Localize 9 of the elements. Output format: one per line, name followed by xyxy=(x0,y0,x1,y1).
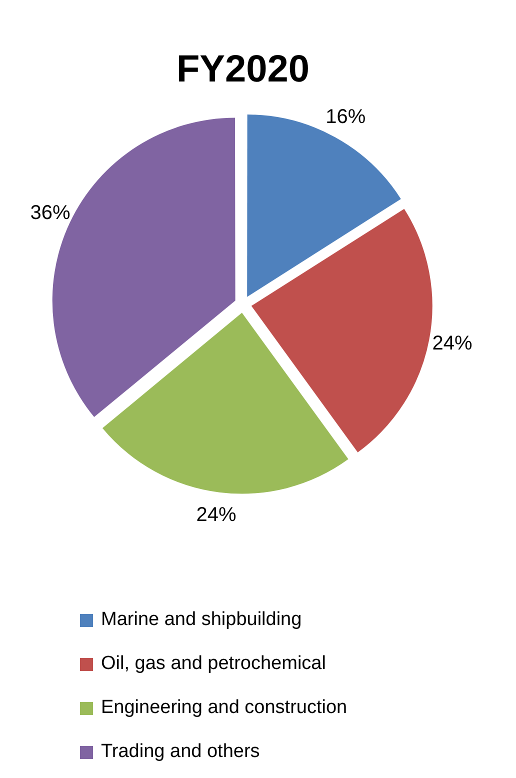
data-label: 36% xyxy=(30,202,70,224)
legend-label: Marine and shipbuilding xyxy=(101,609,302,631)
legend-label: Oil, gas and petrochemical xyxy=(101,653,326,675)
chart-title: FY2020 xyxy=(176,48,310,90)
data-label: 24% xyxy=(196,504,237,526)
legend-label: Trading and others xyxy=(101,741,260,763)
legend-label: Engineering and construction xyxy=(101,697,348,719)
data-label: 16% xyxy=(326,106,366,128)
data-label: 24% xyxy=(432,332,472,355)
